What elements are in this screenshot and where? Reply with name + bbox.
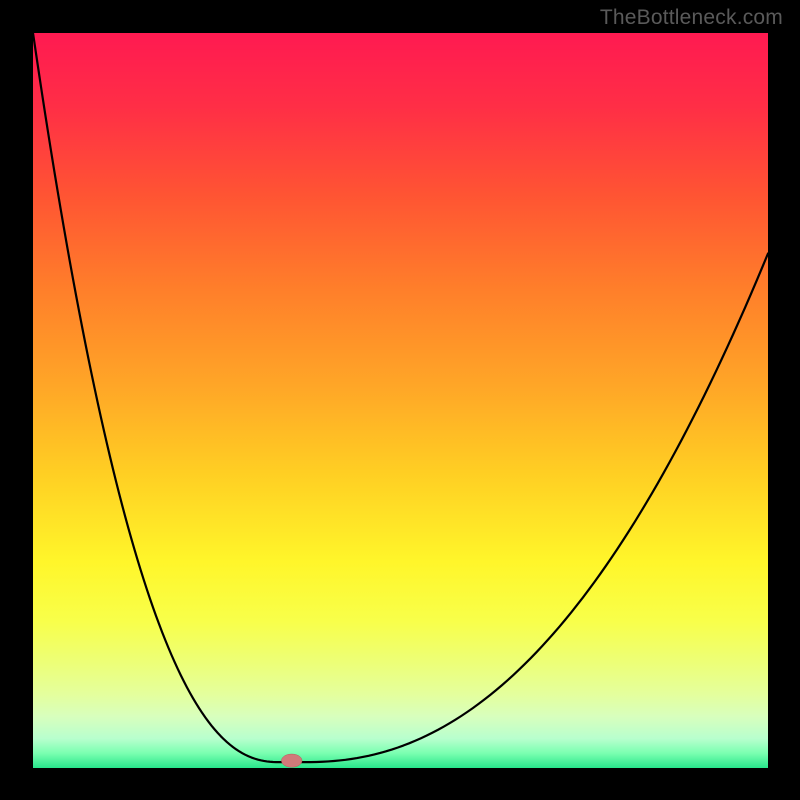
frame: TheBottleneck.com <box>0 0 800 800</box>
optimal-point-marker <box>281 754 302 767</box>
bottleneck-chart <box>0 0 800 800</box>
plot-background <box>33 33 768 768</box>
